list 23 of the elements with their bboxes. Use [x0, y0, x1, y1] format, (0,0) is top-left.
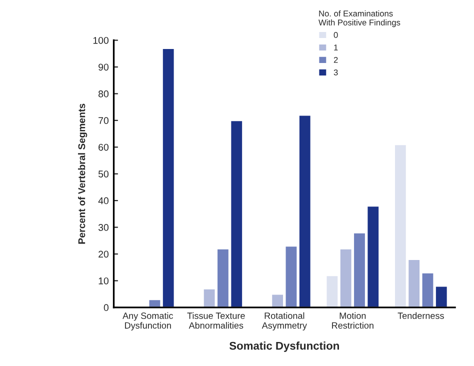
- x-tick-label: Motion Restriction: [332, 312, 374, 329]
- y-tick-label: 10: [98, 277, 109, 284]
- legend-title: No. of Examinations With Positive Findings: [318, 10, 400, 28]
- x-tick-label: Any Somatic Dysfunction: [122, 312, 173, 330]
- y-tick-label: 100: [93, 36, 109, 44]
- y-tick-label: 40: [98, 197, 109, 204]
- x-axis-title: Somatic Dysfunction: [229, 342, 339, 352]
- legend-label: 3: [334, 69, 338, 76]
- y-tick-label: 90: [98, 64, 109, 71]
- x-tick-label: Tissue Texture Abnormalities: [187, 312, 245, 329]
- legend-label: 2: [334, 56, 338, 63]
- y-tick-label: 50: [98, 170, 109, 178]
- y-tick-label: 80: [98, 90, 109, 98]
- x-tick-label: Tenderness: [398, 312, 444, 319]
- y-tick-label: 60: [98, 144, 109, 151]
- legend-label: 0: [334, 32, 338, 38]
- y-tick-label: 20: [98, 250, 109, 258]
- y-axis-title: Percent of Vertebral Segments: [78, 104, 88, 244]
- y-tick-label: 0: [104, 304, 109, 312]
- legend-label: 1: [334, 44, 338, 50]
- x-tick-label: Rotational Asymmetry: [262, 312, 307, 330]
- y-tick-label: 30: [98, 224, 109, 231]
- y-tick-label: 70: [98, 117, 109, 124]
